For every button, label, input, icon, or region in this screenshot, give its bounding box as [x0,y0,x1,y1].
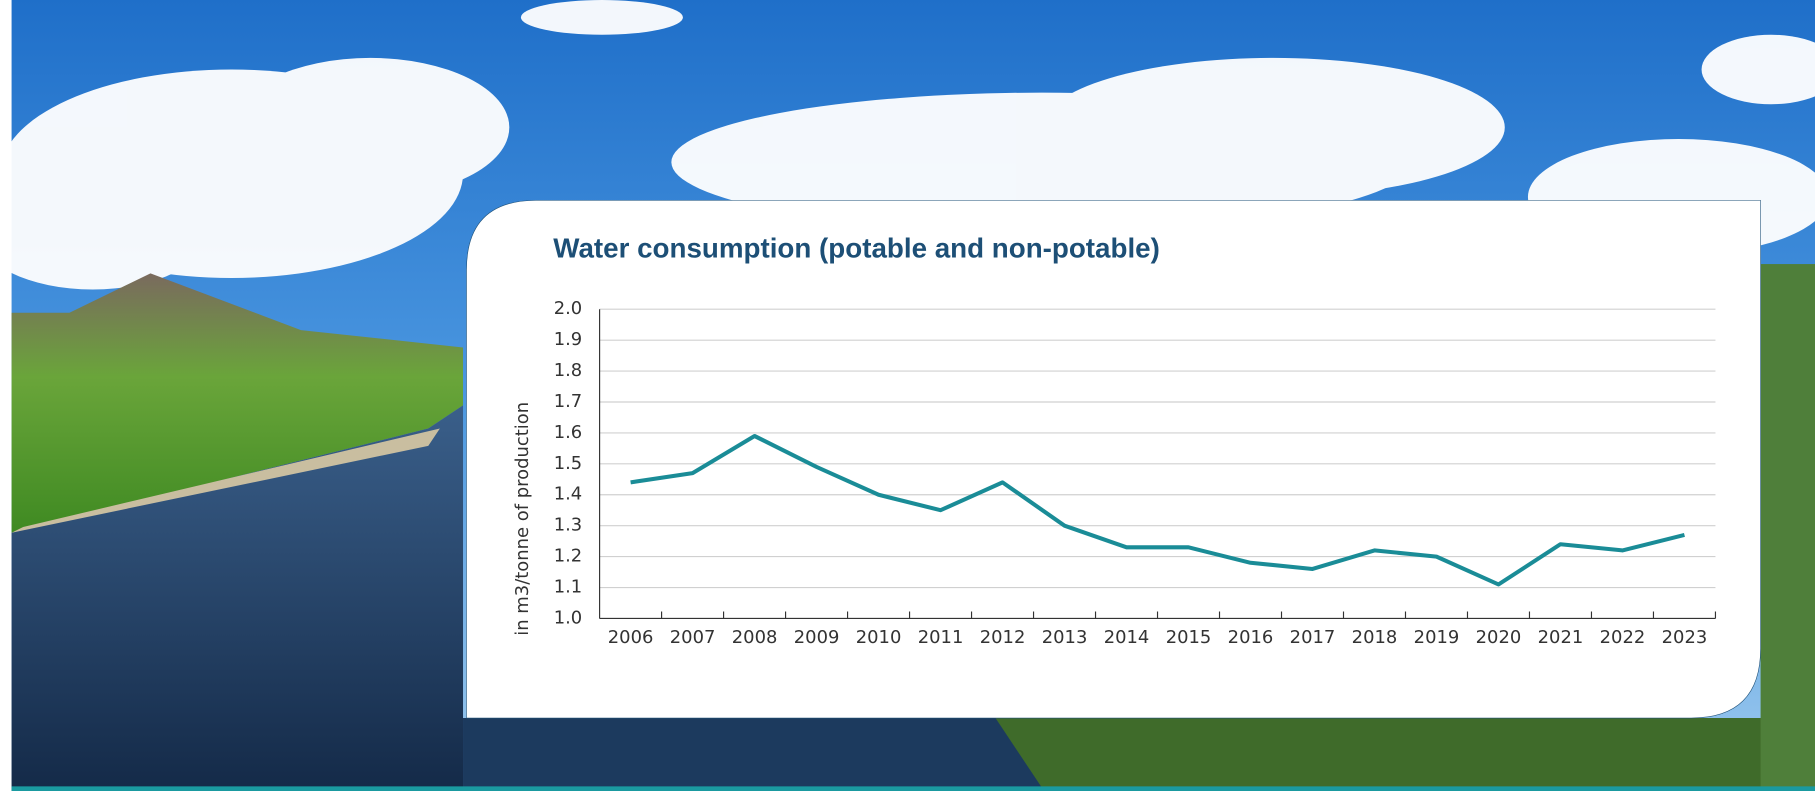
y-tick-label: 1.5 [554,453,583,474]
x-tick-label: 2010 [856,627,902,648]
x-tick-label: 2019 [1414,627,1460,648]
chart-card [466,200,1761,719]
y-tick-label: 1.0 [554,607,583,628]
x-tick-label: 2023 [1662,627,1708,648]
x-tick-label: 2020 [1476,627,1522,648]
lake-front [463,718,1042,788]
x-tick-label: 2016 [1228,627,1274,648]
y-axis-label: in m3/tonne of production [512,402,533,636]
shore [11,428,440,533]
x-tick-label: 2009 [794,627,840,648]
x-tick-label: 2015 [1166,627,1212,648]
x-tick-label: 2022 [1600,627,1646,648]
y-tick-label: 1.7 [554,391,583,412]
x-tick-label: 2012 [980,627,1026,648]
data-line [630,433,1685,587]
x-tick-label: 2013 [1042,627,1088,648]
x-tick-label: 2008 [732,627,778,648]
y-tick-label: 1.6 [554,422,583,443]
y-tick-label: 1.1 [554,577,583,598]
mountain [11,273,464,533]
chart-title: Water consumption (potable and non-potab… [553,232,1160,263]
y-tick-label: 1.3 [554,515,583,536]
x-tick-label: 2021 [1538,627,1584,648]
lake [11,405,464,791]
y-tick-label: 1.2 [554,546,583,567]
x-tick-label: 2006 [608,627,654,648]
y-tick-label: 2.0 [554,298,583,319]
y-tick-label: 1.8 [554,360,583,381]
bottom-bar [11,786,1815,791]
valley [949,718,1815,788]
y-tick-label: 1.9 [554,329,583,350]
x-tick-label: 2017 [1290,627,1336,648]
x-tick-label: 2018 [1352,627,1398,648]
y-tick-label: 1.4 [554,484,583,505]
hillside [1760,264,1815,788]
x-tick-label: 2014 [1104,627,1150,648]
x-tick-label: 2007 [670,627,716,648]
x-tick-label: 2011 [918,627,964,648]
clouds [0,0,1815,290]
